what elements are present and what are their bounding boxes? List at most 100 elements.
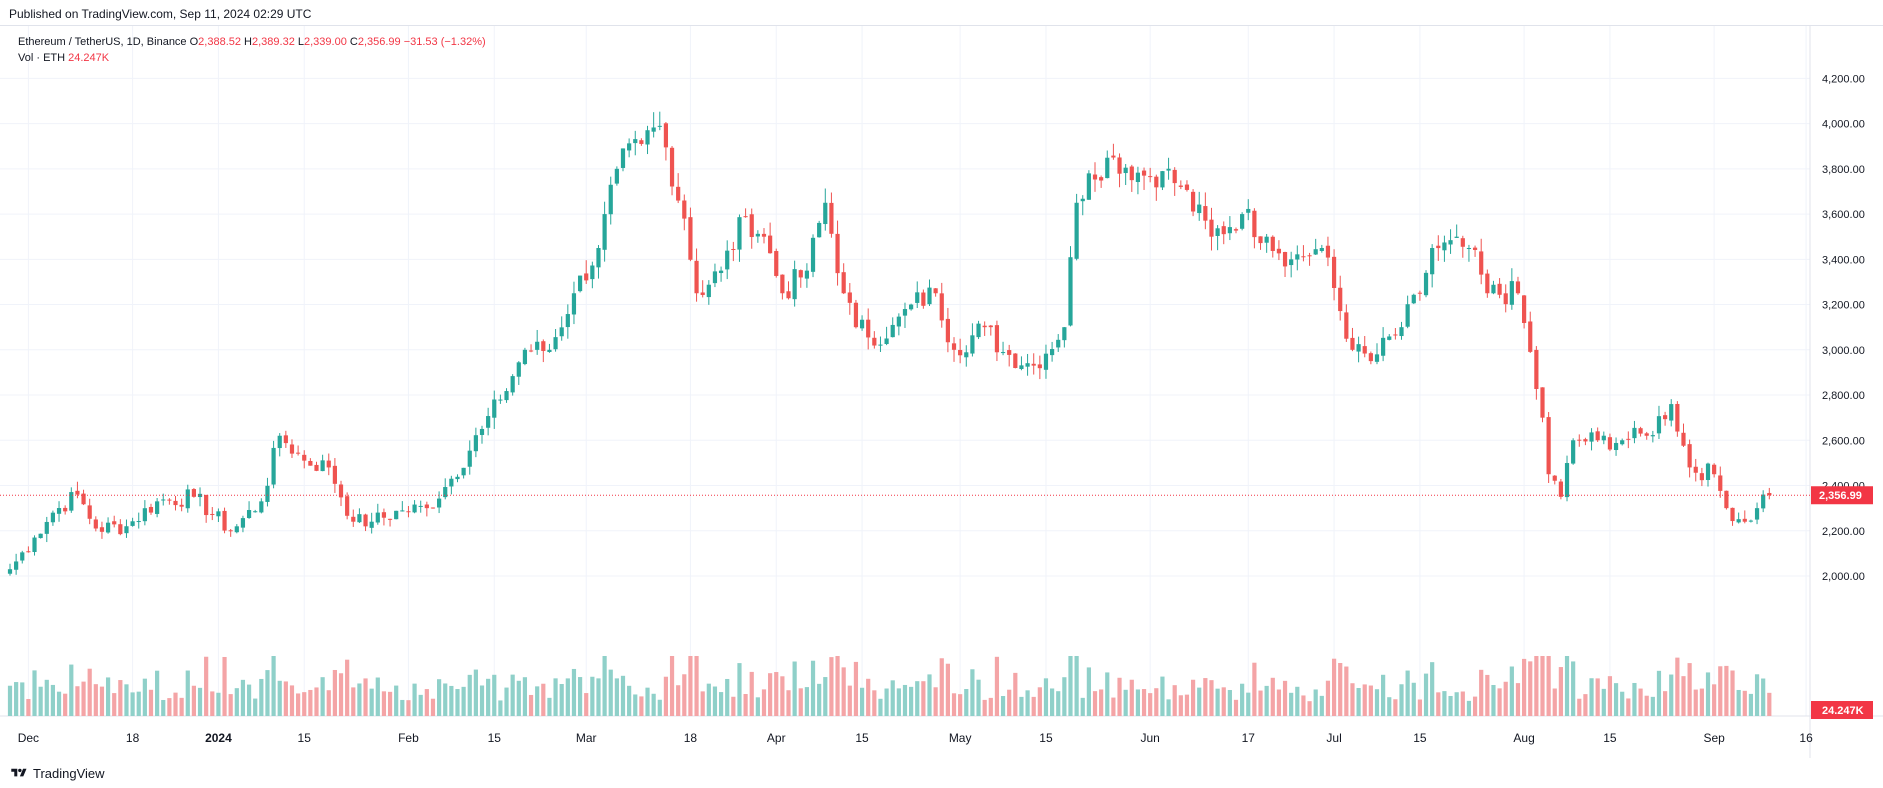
- volume-bar: [430, 698, 436, 716]
- candle-body: [1632, 427, 1637, 439]
- candle-body: [1472, 247, 1478, 250]
- volume-bar: [939, 658, 944, 716]
- candle-body: [1509, 281, 1514, 305]
- candle-body: [1350, 337, 1355, 350]
- volume-bar: [210, 691, 215, 716]
- candle-body: [945, 318, 950, 343]
- candle-body: [136, 521, 141, 523]
- candle-body: [1172, 169, 1177, 184]
- candle-body: [1423, 272, 1429, 296]
- volume-bar: [1754, 674, 1760, 716]
- candle-body: [614, 168, 619, 184]
- volume-bar: [682, 674, 687, 716]
- volume-bar: [1736, 689, 1741, 716]
- volume-bar: [958, 694, 963, 716]
- volume-bar: [1638, 688, 1643, 716]
- volume-bar: [1240, 683, 1245, 716]
- volume-bar: [1252, 662, 1257, 716]
- candle-body: [1338, 287, 1343, 312]
- volume-bar: [676, 685, 681, 716]
- candle-body: [1522, 295, 1527, 323]
- y-tick-label: 3,200.00: [1822, 300, 1865, 312]
- candle-body: [1656, 416, 1662, 434]
- volume-bar: [608, 669, 613, 716]
- candle-body: [921, 292, 926, 306]
- candle-body: [44, 521, 49, 534]
- volume-bar: [1571, 661, 1576, 716]
- volume-bar: [522, 677, 528, 716]
- chart-container[interactable]: 2,000.002,200.002,400.002,600.002,800.00…: [0, 26, 1883, 758]
- volume-bar: [1141, 689, 1147, 716]
- volume-bar: [44, 679, 49, 716]
- candle-body: [522, 349, 528, 365]
- candle-body: [1767, 492, 1772, 496]
- candle-body: [1601, 435, 1606, 441]
- candle-body: [351, 516, 356, 522]
- candle-body: [718, 270, 724, 274]
- volume-bar: [148, 689, 154, 716]
- volume-bar: [535, 686, 540, 716]
- price-chart[interactable]: 2,000.002,200.002,400.002,600.002,800.00…: [0, 26, 1883, 758]
- candle-body: [798, 270, 803, 278]
- x-tick-label: 16: [1799, 731, 1813, 745]
- volume-bar: [467, 674, 472, 716]
- candle-body: [786, 291, 791, 299]
- candle-body: [1356, 344, 1361, 352]
- volume-bar: [804, 687, 809, 716]
- candle-body: [498, 399, 503, 401]
- candle-body: [1301, 256, 1306, 258]
- volume-bar: [473, 669, 478, 716]
- volume-bar: [1442, 691, 1447, 716]
- candle-body: [1074, 202, 1079, 259]
- volume-bar: [381, 691, 387, 716]
- volume-bar: [504, 687, 509, 716]
- candle-body: [1166, 168, 1171, 171]
- volume-bar: [1246, 692, 1251, 716]
- candle-body: [976, 323, 981, 338]
- candle-body: [1736, 519, 1741, 523]
- candle-body: [1013, 353, 1018, 369]
- volume-bar: [1761, 678, 1766, 716]
- volume-bar: [1056, 691, 1061, 716]
- volume-bar: [1233, 699, 1239, 716]
- volume-bar: [553, 678, 558, 716]
- volume-bar: [872, 690, 877, 716]
- volume-bar: [1650, 696, 1655, 716]
- x-tick-label: Aug: [1513, 731, 1534, 745]
- candle-body: [228, 530, 233, 532]
- candle-body: [326, 460, 331, 468]
- candle-body: [902, 309, 908, 316]
- candle-body: [676, 186, 681, 201]
- candle-body: [1019, 365, 1024, 370]
- candle-body: [835, 233, 840, 274]
- candle-body: [1160, 171, 1165, 188]
- volume-bar: [234, 688, 239, 716]
- candle-body: [958, 349, 963, 356]
- volume-bar: [1497, 688, 1502, 716]
- volume-bar: [1227, 690, 1232, 716]
- volume-bar: [20, 682, 25, 716]
- candle-body: [1626, 438, 1631, 440]
- candle-body: [1295, 254, 1300, 260]
- tradingview-attribution[interactable]: TradingView: [0, 758, 1883, 788]
- candle-body: [988, 325, 993, 328]
- volume-bar: [142, 678, 147, 716]
- candle-body: [112, 521, 117, 525]
- candle-body: [234, 526, 239, 533]
- candle-body: [1105, 157, 1110, 179]
- volume-bar: [1534, 656, 1539, 716]
- candle-body: [1319, 248, 1324, 251]
- candle-body: [1571, 440, 1576, 464]
- volume-bar: [479, 685, 485, 716]
- candle-body: [1595, 431, 1600, 441]
- candle-body: [216, 511, 221, 517]
- y-tick-label: 3,000.00: [1822, 345, 1865, 357]
- candle-body: [99, 527, 105, 532]
- candle-body: [191, 489, 196, 497]
- volume-bar: [1448, 695, 1453, 716]
- candle-body: [964, 352, 969, 358]
- volume-bar: [859, 687, 865, 716]
- candle-body: [761, 233, 767, 237]
- y-tick-label: 2,000.00: [1822, 571, 1865, 583]
- volume-bar: [443, 683, 448, 716]
